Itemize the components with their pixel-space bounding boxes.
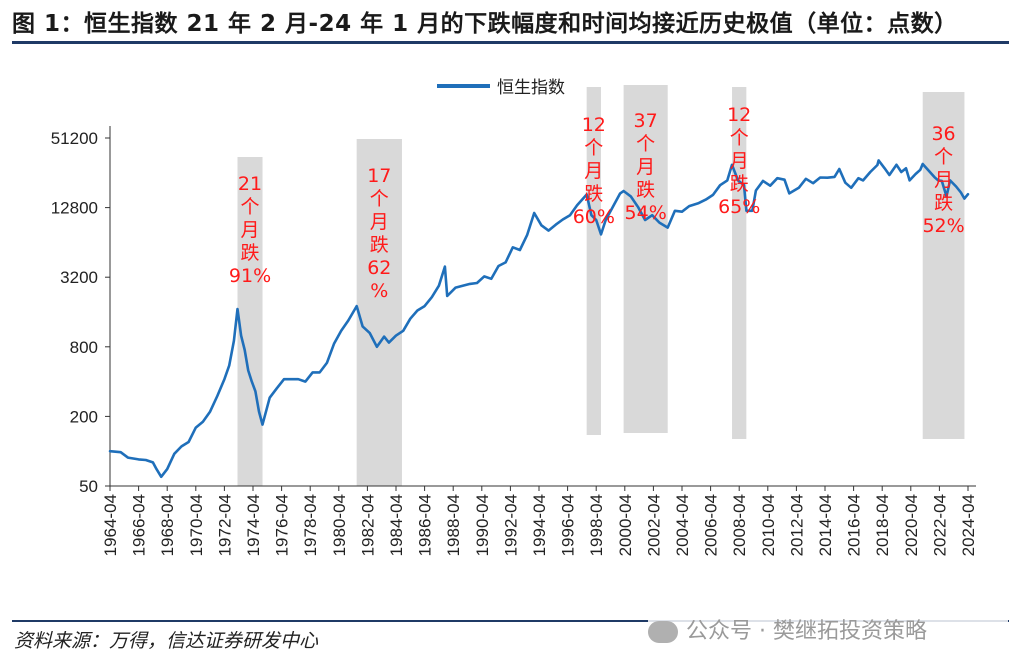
x-tick-label: 2010-04	[759, 494, 778, 556]
x-tick-label: 2004-04	[673, 494, 692, 556]
annotation-line: 62	[367, 257, 391, 279]
shaded-period	[922, 92, 965, 439]
annotation-line: 91%	[229, 265, 271, 287]
annotation-line: 12	[582, 114, 606, 136]
y-tick-label: 200	[70, 407, 98, 426]
annotation-line: 36	[931, 123, 955, 145]
annotation-line: 月	[730, 150, 749, 172]
x-tick-label: 1990-04	[473, 494, 492, 556]
annotation-line: 17	[367, 165, 391, 187]
annotation-line: 37	[634, 110, 658, 132]
series-line	[108, 159, 970, 479]
x-tick-label: 2000-04	[616, 494, 635, 556]
legend: 恒生指数	[437, 78, 565, 97]
x-tick-label: 1980-04	[330, 494, 349, 556]
annotation-line: 跌	[934, 192, 953, 214]
shaded-period	[623, 85, 668, 433]
x-tick-label: 2022-04	[930, 494, 949, 556]
x-tick-label: 1986-04	[416, 494, 435, 556]
shaded-period	[237, 157, 263, 486]
shaded-period	[356, 139, 402, 486]
x-tick-label: 2016-04	[845, 494, 864, 556]
x-tick-label: 1996-04	[559, 494, 578, 556]
source-rule	[12, 620, 1009, 622]
annotation-line: 个	[241, 196, 260, 218]
x-tick-label: 1984-04	[387, 494, 406, 556]
wechat-icon	[648, 621, 678, 643]
x-tick-label: 2002-04	[644, 494, 663, 556]
annotation-line: 52%	[922, 215, 964, 237]
annotation-line: 60%	[573, 206, 615, 228]
annotation-line: 跌	[730, 173, 749, 195]
x-tick-label: 1964-04	[101, 494, 120, 556]
x-tick-label: 1974-04	[244, 494, 263, 556]
annotation-line: 月	[636, 156, 655, 178]
annotations: 21个月跌91%17个月跌62%12个月跌60%37个月跌54%12个月跌65%…	[229, 104, 965, 302]
shaded-periods	[237, 85, 965, 486]
x-tick-label: 2014-04	[816, 494, 835, 556]
x-tick-label: 2012-04	[787, 494, 806, 556]
x-tick-label: 1966-04	[130, 494, 149, 556]
x-tick-label: 2008-04	[730, 494, 749, 556]
x-tick-label: 1992-04	[501, 494, 520, 556]
title-rule	[12, 41, 1009, 44]
annotation-line: 个	[584, 137, 603, 159]
annotation-line: 月	[934, 169, 953, 191]
y-tick-label: 800	[70, 338, 98, 357]
x-tick-label: 2018-04	[873, 494, 892, 556]
annotation-line: 个	[934, 146, 953, 168]
x-tick-label: 1988-04	[444, 494, 463, 556]
x-tick-label: 2006-04	[702, 494, 721, 556]
x-tick-label: 1968-04	[158, 494, 177, 556]
x-tick-label: 2024-04	[959, 494, 978, 556]
annotation-line: 21	[238, 173, 262, 195]
watermark-text: 公众号 · 樊继拓投资策略	[686, 619, 927, 644]
y-tick-label: 3200	[60, 268, 98, 287]
shaded-period	[586, 87, 601, 435]
x-tick-label: 1978-04	[301, 494, 320, 556]
annotation-line: 跌	[584, 183, 603, 205]
y-tick-label: 50	[79, 477, 98, 496]
annotation-line: 月	[370, 211, 389, 233]
x-tick-label: 1976-04	[273, 494, 292, 556]
x-tick-label: 1970-04	[187, 494, 206, 556]
annotation-line: 12	[727, 104, 751, 126]
series-lines	[108, 159, 970, 479]
annotation-line: 65%	[718, 196, 760, 218]
annotation-line: 个	[370, 188, 389, 210]
chart-title: 图 1：恒生指数 21 年 2 月-24 年 1 月的下跌幅度和时间均接近历史极…	[12, 11, 958, 37]
x-tick-label: 2020-04	[902, 494, 921, 556]
annotation-line: 跌	[370, 234, 389, 256]
annotation-line: 跌	[241, 242, 260, 264]
y-tick-label: 12800	[51, 199, 98, 218]
x-tick-label: 1982-04	[358, 494, 377, 556]
annotation-line: 月	[241, 219, 260, 241]
watermark: 公众号 · 樊继拓投资策略	[648, 613, 1008, 644]
source-note: 资料来源：万得，信达证券研发中心	[14, 630, 319, 652]
annotation-line: %	[370, 280, 388, 302]
y-tick-label: 51200	[51, 129, 98, 148]
x-tick-label: 1998-04	[587, 494, 606, 556]
annotation-line: 个	[636, 133, 655, 155]
annotation-line: 跌	[636, 179, 655, 201]
x-tick-label: 1972-04	[215, 494, 234, 556]
x-tick-label: 1994-04	[530, 494, 549, 556]
annotation-line: 月	[584, 160, 603, 182]
annotation-line: 54%	[625, 202, 667, 224]
annotation-line: 个	[730, 127, 749, 149]
legend-label: 恒生指数	[497, 78, 565, 97]
